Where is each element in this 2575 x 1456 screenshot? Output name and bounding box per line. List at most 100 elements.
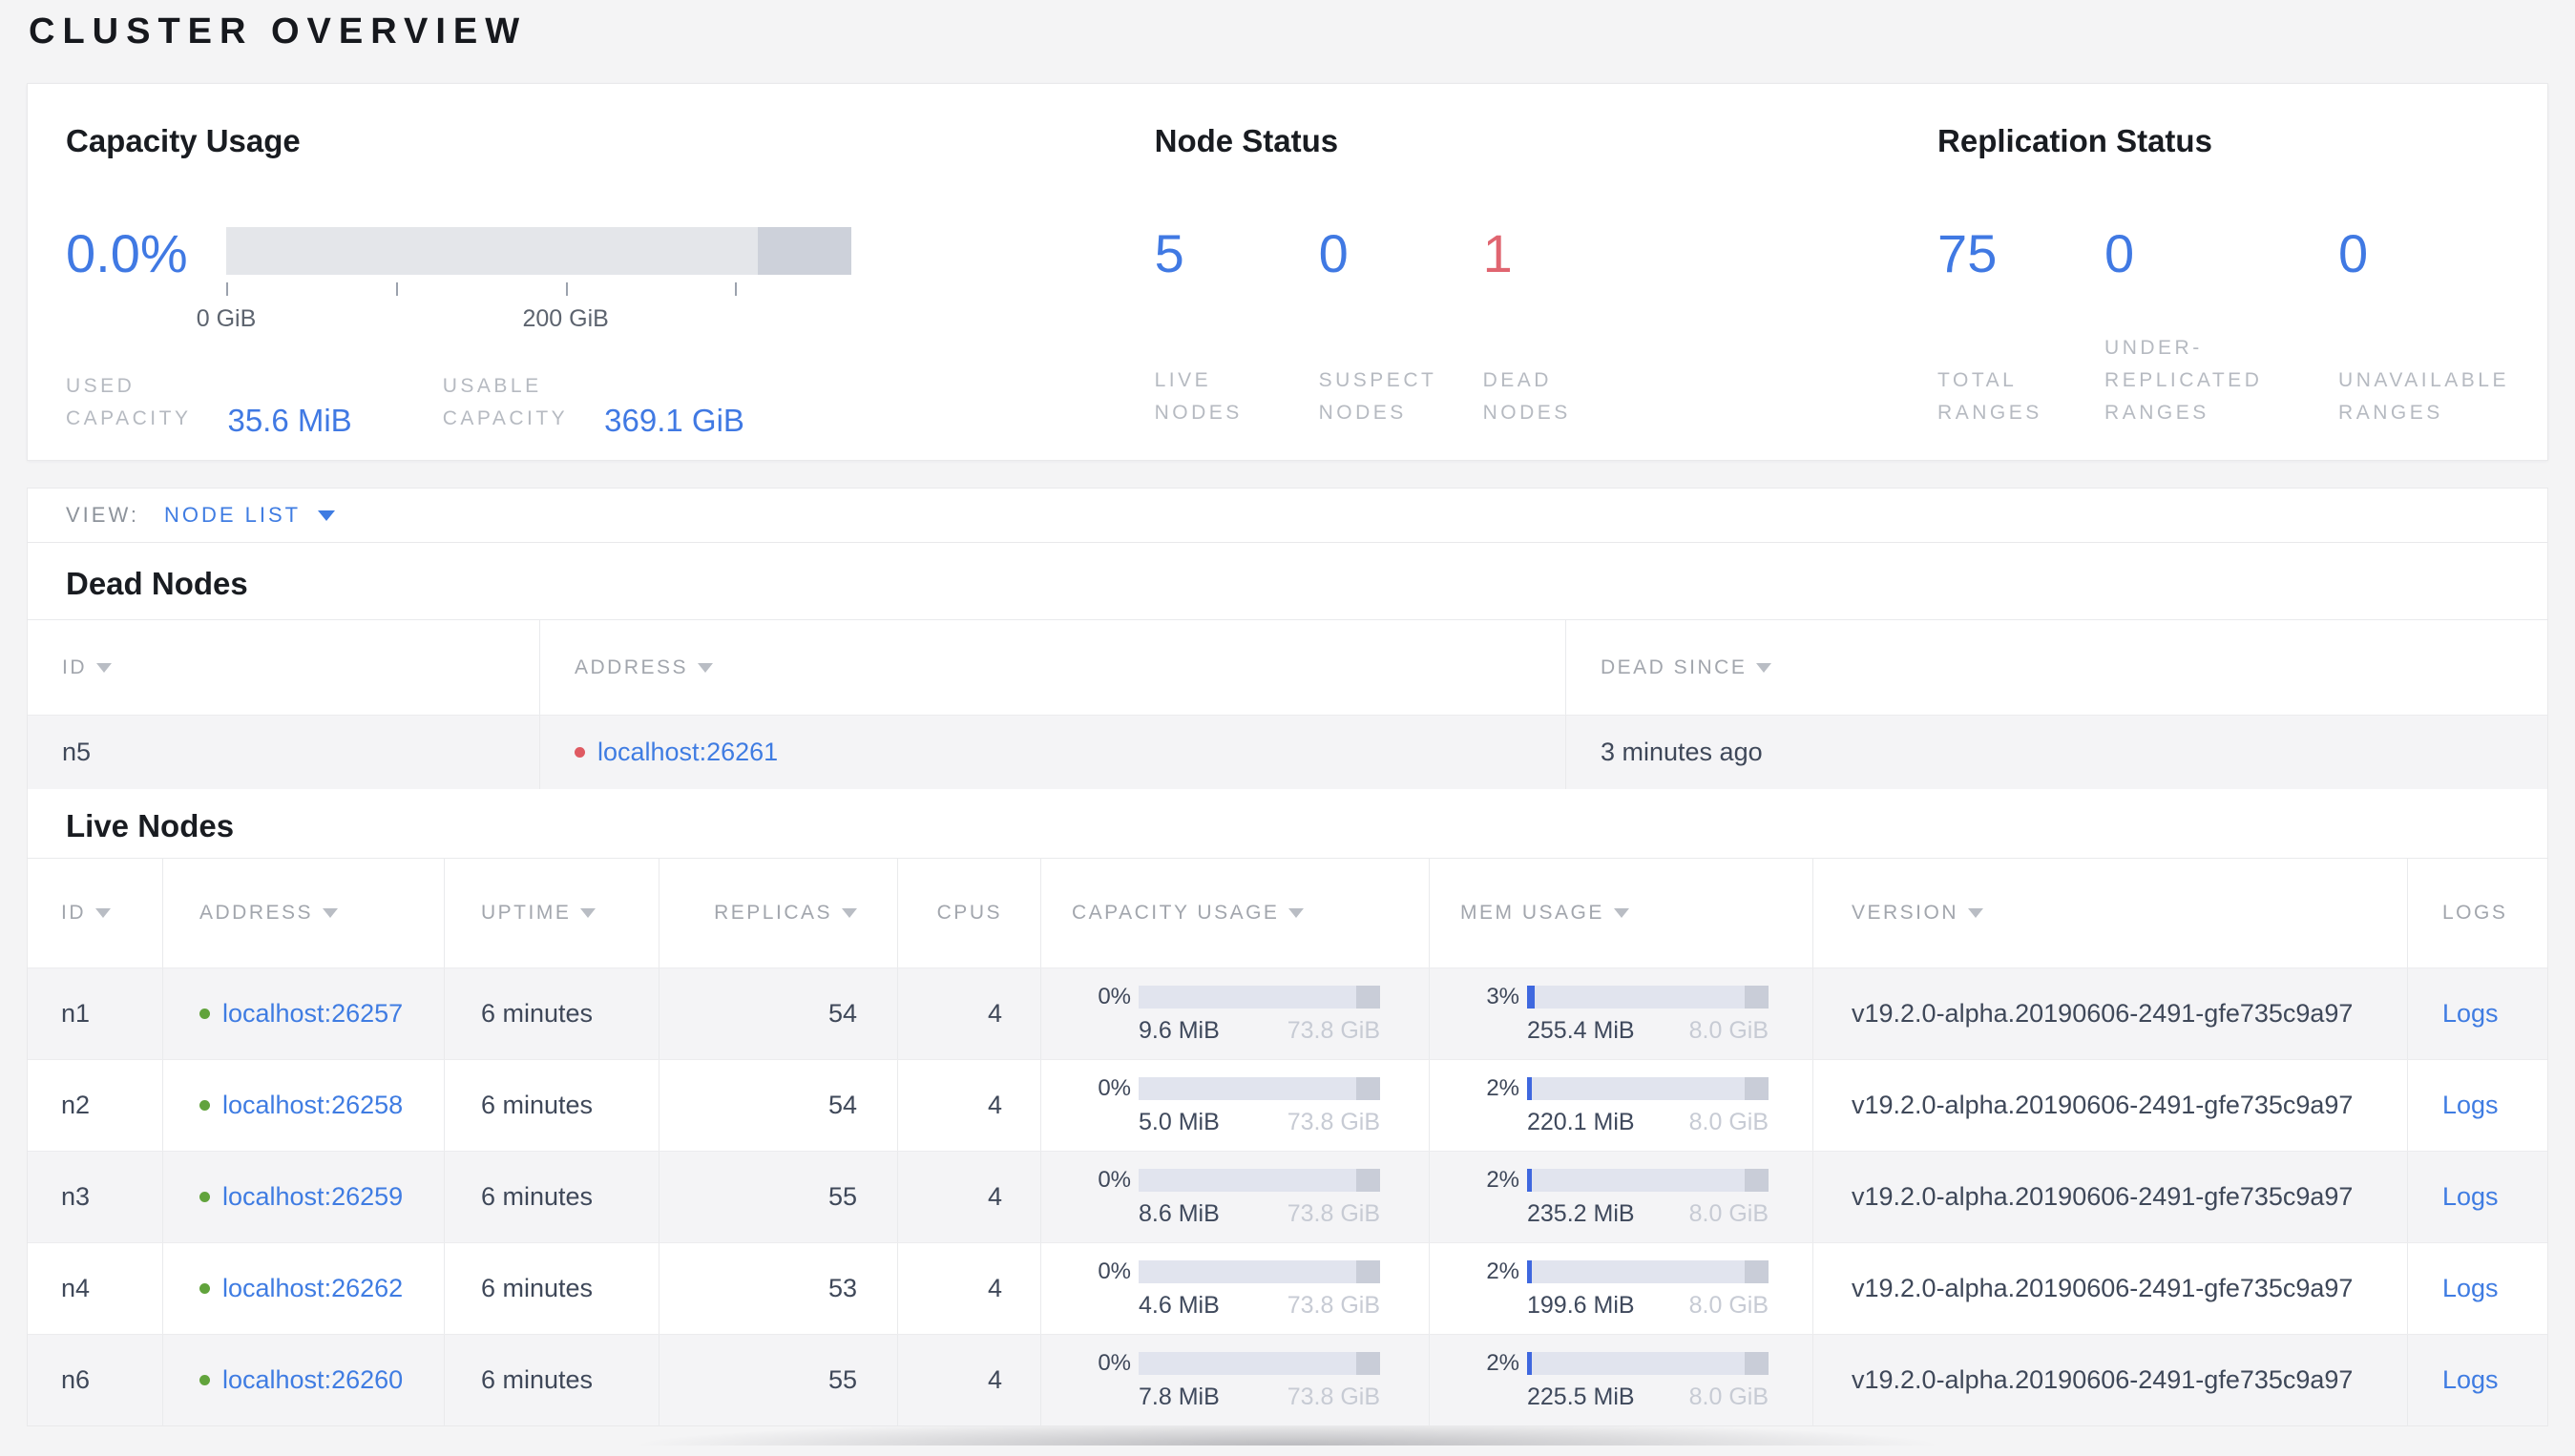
cpus-value: 4 (987, 1365, 1002, 1394)
column-header-capacity-usage[interactable]: CAPACITY USAGE (1041, 859, 1430, 967)
node-id: n2 (61, 1091, 91, 1119)
node-id: n4 (61, 1274, 91, 1302)
axis-tick-label: 200 GiB (522, 305, 609, 332)
live-node-row: n3 localhost:26259 6 minutes 55 4 0% (28, 1151, 2547, 1242)
live-nodes-stat: 5 LIVE NODES (1155, 227, 1319, 429)
usable-capacity-value: 369.1 GiB (604, 403, 744, 439)
usage-bar-reserved (1355, 1259, 1380, 1283)
column-header-uptime[interactable]: UPTIME (445, 859, 659, 967)
node-id: n6 (61, 1365, 91, 1394)
total-value: 73.8 GiB (1287, 1199, 1380, 1227)
capacity-usage-meter: 0% 5.0 MiB 73.8 GiB (1072, 1075, 1380, 1136)
total-value: 8.0 GiB (1688, 1383, 1769, 1410)
unavailable-ranges-label: UNAVAILABLE RANGES (2338, 368, 2509, 424)
node-address-link[interactable]: localhost:26259 (222, 1182, 404, 1211)
usage-bar-fill (1527, 1259, 1533, 1283)
logs-link[interactable]: Logs (2442, 1182, 2499, 1211)
mem-usage-meter: 3% 255.4 MiB 8.0 GiB (1460, 984, 1769, 1045)
capacity-axis: 0 GiB 200 GiB (197, 282, 851, 342)
column-header-label: ID (62, 655, 87, 678)
column-header-address[interactable]: ADDRESS (163, 859, 445, 967)
replicas-value: 53 (827, 1274, 857, 1302)
sort-desc-icon (1756, 662, 1772, 673)
axis-tick (565, 282, 568, 296)
dead-nodes-header-row: ID ADDRESS DEAD SINCE (28, 619, 2547, 715)
sort-desc-icon (698, 662, 714, 673)
column-header-cpus: CPUS (898, 859, 1041, 967)
total-value: 8.0 GiB (1688, 1016, 1769, 1044)
usage-bar (1139, 1168, 1380, 1192)
node-id: n5 (62, 738, 92, 766)
used-value: 7.8 MiB (1139, 1383, 1220, 1410)
live-nodes-label: LIVE NODES (1154, 368, 1243, 424)
usage-bar (1527, 1076, 1769, 1100)
node-address-link[interactable]: localhost:26260 (222, 1365, 404, 1394)
usage-bar-reserved (1355, 1168, 1380, 1192)
logs-link[interactable]: Logs (2442, 1365, 2499, 1394)
total-value: 73.8 GiB (1287, 1108, 1380, 1135)
used-value: 9.6 MiB (1139, 1016, 1220, 1044)
usage-bar (1527, 1259, 1769, 1283)
used-capacity-value: 35.6 MiB (227, 403, 352, 439)
sort-desc-icon (1288, 908, 1305, 918)
view-selector[interactable]: NODE LIST (164, 503, 336, 528)
node-address-link[interactable]: localhost:26257 (222, 999, 404, 1028)
column-header-dead-since[interactable]: DEAD SINCE (1566, 620, 2547, 715)
column-header-version[interactable]: VERSION (1813, 859, 2408, 967)
usage-bar-reserved (1355, 1351, 1380, 1375)
usage-percent: 2% (1486, 1258, 1519, 1284)
node-address-link[interactable]: localhost:26262 (222, 1274, 404, 1302)
uptime-value: 6 minutes (481, 1182, 594, 1211)
dead-node-row: n5 localhost:26261 3 minutes ago (28, 715, 2547, 789)
usage-percent: 2% (1486, 1166, 1519, 1193)
cluster-summary-card: Capacity Usage 0.0% 0 GiB 200 GiB (27, 83, 2548, 461)
node-address-link[interactable]: localhost:26261 (597, 738, 779, 766)
version-value: v19.2.0-alpha.20190606-2491-gfe735c9a97 (1852, 1182, 2354, 1211)
used-capacity-label: USED CAPACITY (66, 375, 192, 430)
mem-usage-meter: 2% 220.1 MiB 8.0 GiB (1460, 1075, 1769, 1136)
column-header-id[interactable]: ID (28, 859, 163, 967)
capacity-usage-meter: 0% 7.8 MiB 73.8 GiB (1072, 1350, 1380, 1411)
used-value: 255.4 MiB (1527, 1016, 1635, 1044)
capacity-percent: 0.0% (66, 223, 188, 283)
column-header-label: UPTIME (481, 902, 572, 924)
logs-link[interactable]: Logs (2442, 999, 2499, 1028)
used-value: 220.1 MiB (1527, 1108, 1635, 1135)
column-header-replicas[interactable]: REPLICAS (659, 859, 898, 967)
capacity-usage-title: Capacity Usage (66, 123, 301, 158)
usage-percent: 0% (1098, 983, 1131, 1009)
live-node-row: n1 localhost:26257 6 minutes 54 4 0% (28, 967, 2547, 1059)
node-address-link[interactable]: localhost:26258 (222, 1091, 404, 1119)
page-title: CLUSTER OVERVIEW (29, 11, 528, 52)
column-header-address[interactable]: ADDRESS (540, 620, 1566, 715)
used-capacity-stat: USED CAPACITY 35.6 MiB (66, 370, 352, 438)
version-value: v19.2.0-alpha.20190606-2491-gfe735c9a97 (1852, 1274, 2354, 1302)
suspect-nodes-label: SUSPECT NODES (1318, 368, 1437, 424)
dead-since-value: 3 minutes ago (1601, 738, 1763, 766)
column-header-label: CAPACITY USAGE (1072, 902, 1280, 924)
replicas-value: 55 (827, 1182, 857, 1211)
mem-usage-meter: 2% 235.2 MiB 8.0 GiB (1460, 1167, 1769, 1228)
logs-link[interactable]: Logs (2442, 1091, 2499, 1119)
sort-desc-icon (1613, 908, 1629, 918)
live-nodes-count: 5 (1154, 223, 1184, 283)
logs-link[interactable]: Logs (2442, 1274, 2499, 1302)
dead-status-dot (575, 747, 585, 758)
used-value: 5.0 MiB (1139, 1108, 1220, 1135)
unavailable-ranges-count: 0 (2338, 223, 2369, 283)
usage-percent: 0% (1098, 1258, 1131, 1284)
column-header-id[interactable]: ID (28, 620, 540, 715)
total-ranges-stat: 75 TOTAL RANGES (1937, 227, 2104, 429)
capacity-bar-chart: 0 GiB 200 GiB (197, 227, 851, 342)
live-nodes-heading: Live Nodes (66, 808, 235, 843)
nodes-panel: Dead Nodes ID ADDRESS DEAD SINCE n5 (27, 543, 2548, 1426)
total-value: 8.0 GiB (1688, 1199, 1769, 1227)
capacity-usage-section: Capacity Usage 0.0% 0 GiB 200 GiB (66, 122, 1155, 438)
under-replicated-ranges-label: UNDER- REPLICATED RANGES (2104, 336, 2263, 424)
column-header-mem-usage[interactable]: MEM USAGE (1430, 859, 1813, 967)
sort-desc-icon (96, 662, 112, 673)
version-value: v19.2.0-alpha.20190606-2491-gfe735c9a97 (1852, 1365, 2354, 1394)
total-value: 73.8 GiB (1287, 1383, 1380, 1410)
live-status-dot (199, 1283, 210, 1294)
replicas-value: 55 (827, 1365, 857, 1394)
